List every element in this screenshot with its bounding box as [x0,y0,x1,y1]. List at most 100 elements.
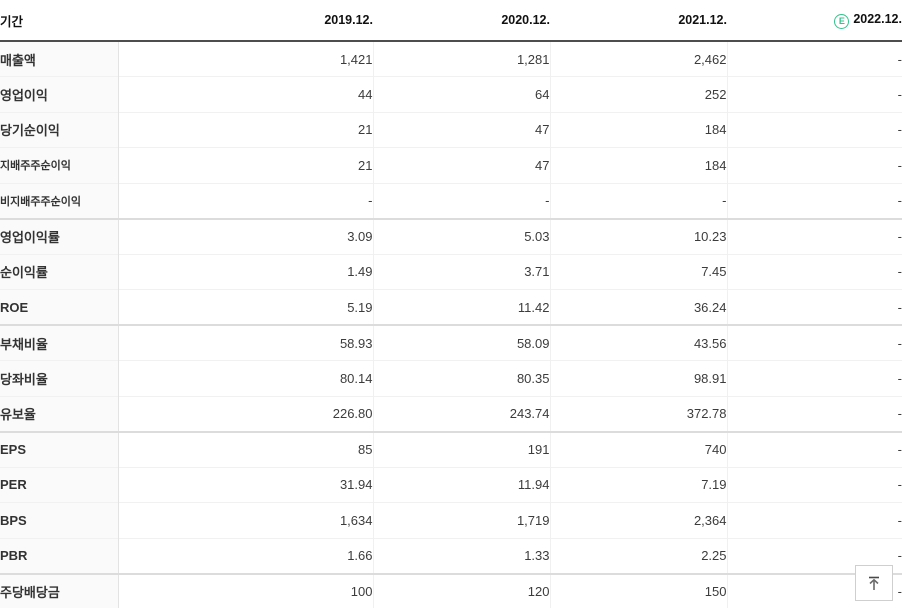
cell-value: - [726,324,902,361]
scroll-to-top-button[interactable] [855,565,893,601]
table-row: PER 31.94 11.94 7.19- [0,466,902,503]
cell-value: 5.03 [372,217,550,254]
row-label: 영업이익 [0,76,118,112]
table-row: PBR 1.66 1.33 2.25- [0,537,902,574]
cell-value: - [726,111,902,148]
year-header-2020: 2020.12. [373,0,550,42]
table-row: BPS 1,634 1,719 2,364- [0,502,902,538]
table-row: 매출액 1,421 1,281 2,462- [0,40,902,77]
row-label: 유보율 [0,395,118,432]
cell-value: 58.09 [372,324,550,361]
cell-value: 2,364 [549,502,727,538]
cell-value: - [726,217,902,254]
cell-value: 184 [549,111,727,148]
cell-value: 7.19 [549,466,727,503]
cell-value: 2,462 [549,40,727,77]
cell-value: - [726,360,902,396]
row-label: 영업이익률 [0,217,118,254]
cell-value: 85 [117,430,373,467]
cell-value: - [726,502,902,538]
row-label: EPS [0,430,118,467]
row-label: PBR [0,537,118,574]
cell-value: 80.35 [372,360,550,396]
cell-value: - [726,289,902,325]
cell-value: - [726,182,902,219]
cell-value: - [726,147,902,183]
row-label: 당기순이익 [0,111,118,148]
row-label: 지배주주순이익 [0,147,118,183]
cell-value: 184 [549,147,727,183]
cell-value: 740 [549,430,727,467]
cell-value: 31.94 [117,466,373,503]
cell-value: 243.74 [372,395,550,432]
cell-value: 1,719 [372,502,550,538]
cell-value: 5.19 [117,289,373,325]
year-header-2019: 2019.12. [118,0,373,42]
cell-value: 1.33 [372,537,550,574]
row-label: 주당배당금 [0,572,118,608]
row-label: 부채비율 [0,324,118,361]
cell-value: 2.25 [549,537,727,574]
arrow-up-to-top-icon [869,576,879,590]
row-label: ROE [0,289,118,325]
cell-value: 21 [117,111,373,148]
cell-value: 7.45 [549,253,727,290]
row-label: 비지배주주순이익 [0,182,118,219]
table-row: 주당배당금 100 120 150- [0,572,902,608]
table-row: 영업이익 44 64 252- [0,76,902,112]
cell-value: - [726,253,902,290]
cell-value: 3.09 [117,217,373,254]
cell-value: 120 [372,572,550,608]
row-label: BPS [0,502,118,538]
cell-value: 191 [372,430,550,467]
cell-value: - [726,430,902,467]
period-column-header: 기간 [0,0,118,42]
cell-value: - [726,76,902,112]
table-header: 기간 2019.12. 2020.12. 2021.12. E 2022.12. [0,0,902,42]
cell-value: 64 [372,76,550,112]
cell-value: 47 [372,147,550,183]
cell-value: - [372,182,550,219]
cell-value: 150 [549,572,727,608]
table-row: ROE 5.19 11.42 36.24- [0,289,902,325]
estimate-circle-e-icon: E [834,13,850,29]
header-row: 기간 2019.12. 2020.12. 2021.12. E 2022.12. [0,0,902,42]
cell-value: 1,634 [117,502,373,538]
year-header-2021: 2021.12. [550,0,727,42]
table-row: 당좌비율 80.14 80.35 98.91- [0,360,902,396]
cell-value: 44 [117,76,373,112]
cell-value: 80.14 [117,360,373,396]
cell-value: - [726,40,902,77]
cell-value: - [726,395,902,432]
cell-value: - [549,182,727,219]
cell-value: 100 [117,572,373,608]
cell-value: 1.49 [117,253,373,290]
cell-value: 372.78 [549,395,727,432]
table-row: EPS 85 191 740- [0,430,902,467]
row-label: 매출액 [0,40,118,77]
cell-value: - [117,182,373,219]
cell-value: 11.42 [372,289,550,325]
row-label: PER [0,466,118,503]
cell-value: 43.56 [549,324,727,361]
cell-value: 58.93 [117,324,373,361]
cell-value: 98.91 [549,360,727,396]
year-header-2022-text: 2022.12. [853,11,902,26]
row-label: 순이익률 [0,253,118,290]
cell-value: 1,281 [372,40,550,77]
year-header-2022-estimate: E 2022.12. [727,0,902,42]
cell-value: 21 [117,147,373,183]
table-row: 순이익률 1.49 3.71 7.45- [0,253,902,290]
cell-value: 3.71 [372,253,550,290]
cell-value: 36.24 [549,289,727,325]
table-body: 매출액 1,421 1,281 2,462- 영업이익 44 64 252- 당기순이익 21 47… [0,40,902,608]
cell-value: 1,421 [117,40,373,77]
cell-value: 11.94 [372,466,550,503]
cell-value: 252 [549,76,727,112]
table-row: 당기순이익 21 47 184- [0,111,902,148]
table-row: 비지배주주순이익 - - - - [0,182,902,219]
cell-value: 10.23 [549,217,727,254]
table-row: 부채비율 58.93 58.09 43.56- [0,324,902,361]
cell-value: 226.80 [117,395,373,432]
